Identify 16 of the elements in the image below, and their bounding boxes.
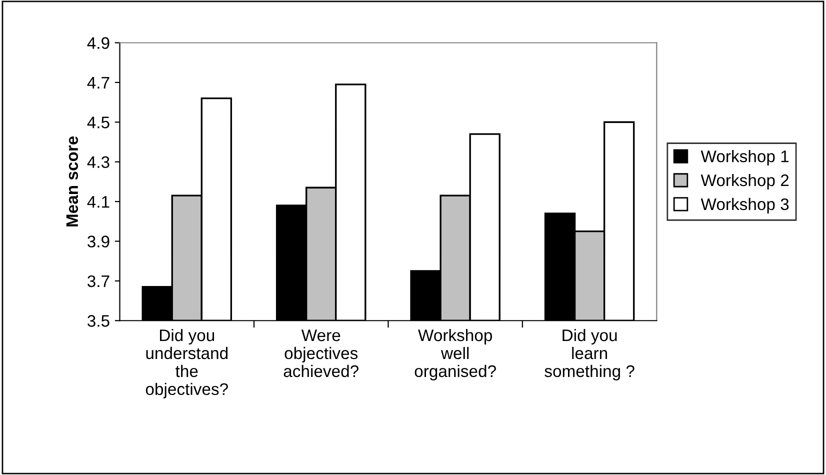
y-tick-label: 4.5 [87,116,110,128]
legend-label: Workshop 2 [700,174,789,190]
legend-label: Workshop 1 [700,150,789,166]
y-tick-label: 4.3 [87,156,110,168]
x-tick-label: Workshop well organised? [414,328,496,380]
y-axis-title: Mean score [66,136,78,226]
y-tick-label: 3.7 [88,275,110,288]
y-tick-label: 3.5 [88,315,110,327]
y-tick-label: 4.1 [87,196,110,208]
x-tick-label: Were objectives achieved? [284,330,358,378]
y-tick-label: 4.7 [87,77,110,88]
legend-label: Workshop 3 [700,198,789,214]
y-tick-label: 4.9 [87,37,110,49]
y-tick-label: 3.9 [88,236,110,248]
x-tick-label: Did you understand the objectives? [146,328,228,398]
x-tick-label: Did you learn something ? [544,328,634,380]
